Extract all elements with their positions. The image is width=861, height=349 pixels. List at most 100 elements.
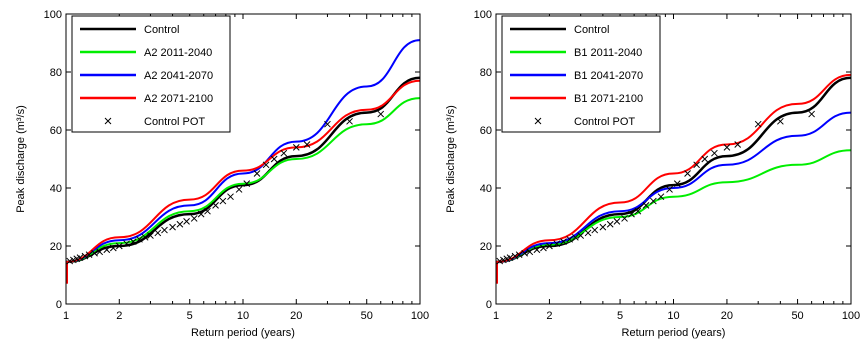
scatter-point-11	[115, 242, 123, 250]
scatter-point-10	[540, 244, 547, 252]
series-line-2	[65, 97, 421, 263]
y-tick-label: 0	[486, 299, 492, 311]
scatter-point-29	[243, 180, 251, 188]
scatter-point-9	[103, 246, 111, 254]
x-tick-label: 50	[361, 310, 373, 322]
scatter-point-18	[591, 226, 599, 234]
scatter-point-6	[85, 251, 93, 259]
scatter-point-12	[123, 240, 130, 248]
scatter-point-35	[303, 141, 311, 148]
scatter-point-34	[292, 144, 300, 151]
scatter-point-10	[109, 244, 117, 252]
scatter-point-4	[506, 254, 514, 261]
scatter-point-14	[566, 235, 574, 243]
x-tick-label: 2	[116, 310, 122, 322]
scatter-point-22	[190, 215, 198, 222]
scatter-point-13	[560, 238, 567, 246]
x-tick-label: 1	[493, 310, 499, 322]
chart-panel-2: 1 2 5 10 20 50 100 0 20 40 60 80 100 Return period (y…	[445, 9, 860, 339]
legend-label-4: B1 2071-2100	[574, 93, 643, 105]
chart-panel-1: 1 2 5 10 20 50 100 0 20 40 60 80 100 Return period (y…	[15, 9, 429, 339]
scatter-series	[66, 110, 385, 265]
scatter-point-23	[628, 210, 635, 218]
scatter-point-38	[377, 110, 385, 118]
scatter-point-20	[176, 220, 184, 228]
y-tick-label: 80	[50, 67, 62, 79]
legend-marker-pot	[104, 117, 112, 125]
scatter-point-5	[511, 252, 519, 260]
y-tick-label: 60	[480, 125, 492, 137]
scatter-point-11	[546, 242, 553, 250]
scatter-point-37	[346, 117, 353, 125]
series-line-2	[495, 149, 852, 263]
scatter-point-29	[673, 180, 681, 188]
legend-label-4: A2 2071-2100	[144, 93, 213, 105]
scatter-point-34	[723, 144, 731, 151]
series-line-3	[65, 39, 421, 263]
scatter-point-30	[253, 170, 261, 177]
scatter-point-36	[754, 120, 762, 128]
scatter-point-26	[649, 197, 657, 205]
y-tick-label: 20	[50, 241, 62, 253]
scatter-point-16	[147, 232, 154, 239]
scatter-point-38	[808, 110, 815, 118]
x-axis-label: Return period (years)	[622, 327, 726, 339]
scatter-point-33	[711, 149, 718, 157]
series-line-1	[495, 76, 852, 264]
y-tick-label: 100	[44, 9, 62, 21]
y-tick-label: 20	[480, 241, 492, 253]
scatter-point-15	[572, 233, 579, 241]
scatter-point-24	[204, 207, 211, 215]
scatter-point-7	[91, 249, 98, 257]
x-tick-label: 10	[667, 310, 679, 322]
scatter-point-26	[219, 197, 227, 205]
scatter-point-36	[324, 120, 331, 128]
y-tick-label: 60	[50, 125, 62, 137]
scatter-point-19	[169, 223, 176, 231]
x-tick-label: 100	[411, 310, 429, 322]
scatter-point-13	[129, 238, 137, 246]
y-tick-label: 0	[56, 299, 62, 311]
scatter-point-37	[777, 117, 784, 125]
legend-label-3: A2 2041-2070	[144, 70, 213, 82]
scatter-point-7	[521, 249, 528, 257]
scatter-point-16	[577, 232, 585, 239]
x-tick-label: 50	[791, 310, 803, 322]
scatter-point-27	[227, 193, 234, 201]
x-tick-label: 100	[842, 310, 860, 322]
scatter-point-35	[734, 141, 742, 148]
x-tick-label: 5	[187, 310, 193, 322]
scatter-point-1	[66, 257, 74, 265]
scatter-point-28	[235, 186, 243, 193]
legend-marker-pot	[534, 117, 542, 125]
scatter-series	[496, 110, 815, 265]
scatter-point-32	[701, 155, 709, 163]
scatter-point-17	[584, 229, 592, 237]
series-line-4	[65, 79, 421, 263]
scatter-point-19	[599, 223, 607, 231]
x-tick-label: 5	[617, 310, 623, 322]
scatter-point-33	[280, 149, 288, 157]
scatter-point-25	[642, 202, 650, 209]
scatter-point-25	[212, 202, 219, 209]
legend-label-pot: Control POT	[574, 116, 635, 128]
legend-label-2: B1 2011-2040	[574, 47, 642, 59]
scatter-point-6	[515, 251, 523, 259]
legend-label-3: B1 2041-2070	[574, 70, 643, 82]
y-tick-label: 40	[480, 183, 492, 195]
scatter-point-24	[634, 207, 642, 215]
y-tick-label: 100	[474, 9, 492, 21]
scatter-point-8	[526, 248, 534, 256]
x-tick-label: 2	[546, 310, 552, 322]
y-axis-label: Peak discharge (m³/s)	[15, 105, 27, 213]
scatter-point-9	[533, 246, 541, 254]
scatter-point-18	[161, 226, 168, 234]
x-tick-label: 20	[290, 310, 302, 322]
scatter-point-21	[613, 217, 621, 225]
scatter-point-5	[81, 252, 89, 260]
scatter-point-28	[666, 186, 673, 193]
scatter-point-4	[76, 254, 84, 261]
scatter-point-30	[684, 170, 691, 177]
scatter-point-22	[621, 215, 628, 222]
scatter-point-21	[183, 217, 190, 225]
